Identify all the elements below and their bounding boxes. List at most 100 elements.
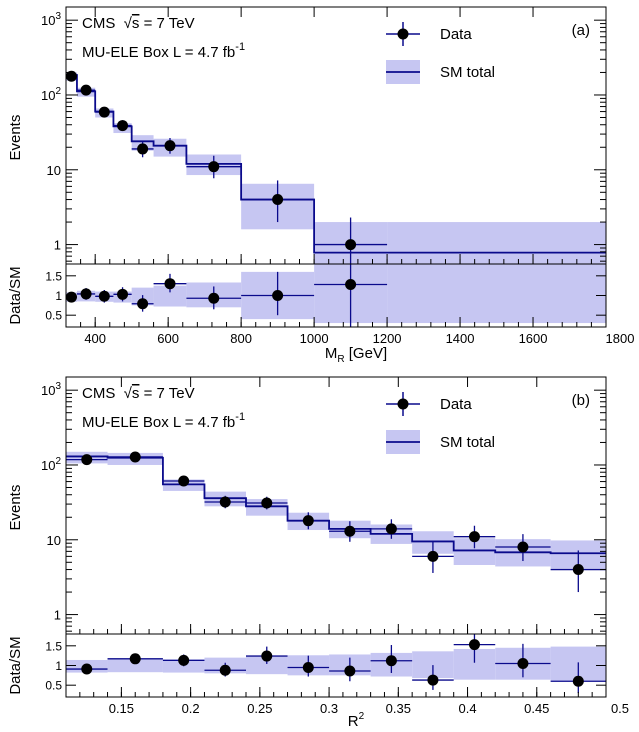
y-tick-base: 10: [47, 533, 61, 548]
data-point: [329, 521, 371, 542]
lumi-exponent: -1: [235, 41, 245, 53]
data-point: [412, 541, 454, 573]
data-point: [246, 496, 288, 510]
experiment-label: CMS: [82, 385, 115, 402]
ratio-marker: [178, 654, 190, 666]
ratio-point: [76, 288, 96, 300]
experiment-label: CMS: [82, 15, 115, 32]
ratio-marker: [385, 655, 397, 667]
data-marker: [517, 541, 529, 553]
data-point: [186, 155, 242, 179]
x-title-unit: [GeV]: [345, 345, 388, 362]
ratio-band-bin: [387, 264, 606, 324]
ratio-point: [162, 654, 205, 667]
ratio-marker: [427, 674, 439, 686]
x-title-main: R: [348, 713, 359, 730]
data-point: [65, 70, 77, 82]
box-label: MU-ELE Box L = 4.7 fb-1: [82, 41, 245, 61]
x-title-main: M: [325, 345, 338, 362]
x-tick-label: 0.25: [247, 701, 272, 716]
x-axis: 400 600 800 1000 1200 1400 1600 1800 MR [GeV]: [65, 7, 635, 365]
ratio-y-tick-label: 1: [55, 289, 62, 303]
energy-symbol: s: [132, 385, 140, 402]
x-tick-label: 1600: [519, 331, 548, 346]
x-tick-label: 1000: [300, 331, 329, 346]
y-tick-label: 10: [47, 163, 61, 178]
legend-data-label: Data: [440, 26, 472, 43]
ratio-point: [495, 643, 551, 678]
data-marker: [81, 454, 93, 466]
x-tick-label: 1800: [606, 331, 635, 346]
sm-total-line: [66, 455, 606, 555]
ratio-marker: [65, 291, 77, 303]
x-axis-title: MR [GeV]: [325, 345, 387, 365]
ratio-marker: [81, 663, 93, 675]
data-marker: [65, 70, 77, 82]
y-tick-label: 1: [54, 608, 61, 623]
ratio-point: [241, 271, 315, 316]
legend: Data SM total: [386, 392, 495, 454]
ratio-pad: 0.5 1 1.5 Data/SM: [7, 263, 607, 328]
y-tick-base: 10: [41, 458, 55, 473]
y-tick-label: 102: [41, 86, 61, 103]
y-axis-title: Events: [7, 115, 24, 161]
ratio-pad: 0.5 1 1.5 Data/SM: [7, 633, 607, 698]
ratio-marker: [137, 298, 149, 310]
data-point: [550, 550, 606, 593]
data-marker: [468, 531, 480, 543]
data-marker: [137, 143, 149, 155]
y-tick-base: 1: [54, 238, 61, 253]
y-tick-label: 10: [47, 533, 61, 548]
y-tick-base: 10: [41, 13, 55, 28]
data-marker: [344, 525, 356, 537]
sqrt-symbol: √: [115, 385, 132, 402]
data-point: [314, 217, 388, 264]
ratio-point: [550, 662, 606, 694]
ratio-point: [370, 645, 413, 673]
data-marker: [427, 550, 439, 562]
x-axis: 0.15 0.2 0.25 0.3 0.35 0.4 0.45 0.5 R2: [65, 377, 629, 730]
energy-value: = 7 TeV: [139, 385, 194, 402]
ratio-band-bin: [246, 656, 288, 675]
data-point: [131, 140, 154, 158]
legend-data-marker: [397, 398, 409, 410]
data-marker: [345, 239, 357, 251]
ratio-point: [95, 289, 114, 303]
legend-data-marker: [397, 28, 409, 40]
ratio-marker: [261, 650, 273, 662]
y-tick-label: 1: [54, 238, 61, 253]
panel-tag: (b): [572, 392, 590, 409]
ratio-y-axis-title: Data/SM: [7, 266, 24, 324]
y-tick-base: 10: [41, 383, 55, 398]
data-marker: [572, 564, 584, 576]
data-point: [495, 534, 551, 562]
data-point: [107, 451, 163, 463]
x-tick-label: 600: [157, 331, 179, 346]
legend: Data SM total: [386, 22, 495, 84]
energy-symbol: s: [132, 15, 140, 32]
data-marker: [129, 451, 141, 463]
ratio-point: [131, 295, 154, 312]
cms-label: CMS √s = 7 TeV: [82, 385, 195, 402]
legend-sm-label: SM total: [440, 434, 495, 451]
ratio-point: [204, 662, 246, 677]
ratio-marker: [208, 292, 220, 304]
data-marker: [385, 523, 397, 535]
sm-band-bin: [387, 222, 606, 264]
ratio-point: [153, 273, 187, 293]
x-tick-label: 1200: [373, 331, 402, 346]
x-title-subscript: R: [337, 354, 344, 365]
box-text: MU-ELE Box L = 4.7 fb: [82, 414, 235, 431]
ratio-point: [412, 665, 454, 690]
ratio-marker: [344, 665, 356, 677]
energy-value: = 7 TeV: [139, 15, 194, 32]
y-tick-base: 10: [41, 88, 55, 103]
ratio-y-tick-label: 0.5: [45, 309, 62, 323]
ratio-marker: [117, 288, 129, 300]
x-tick-label: 0.4: [458, 701, 476, 716]
data-point: [66, 454, 108, 466]
ratio-point: [246, 646, 288, 664]
x-axis-title: R2: [348, 711, 365, 730]
data-point: [153, 137, 187, 154]
